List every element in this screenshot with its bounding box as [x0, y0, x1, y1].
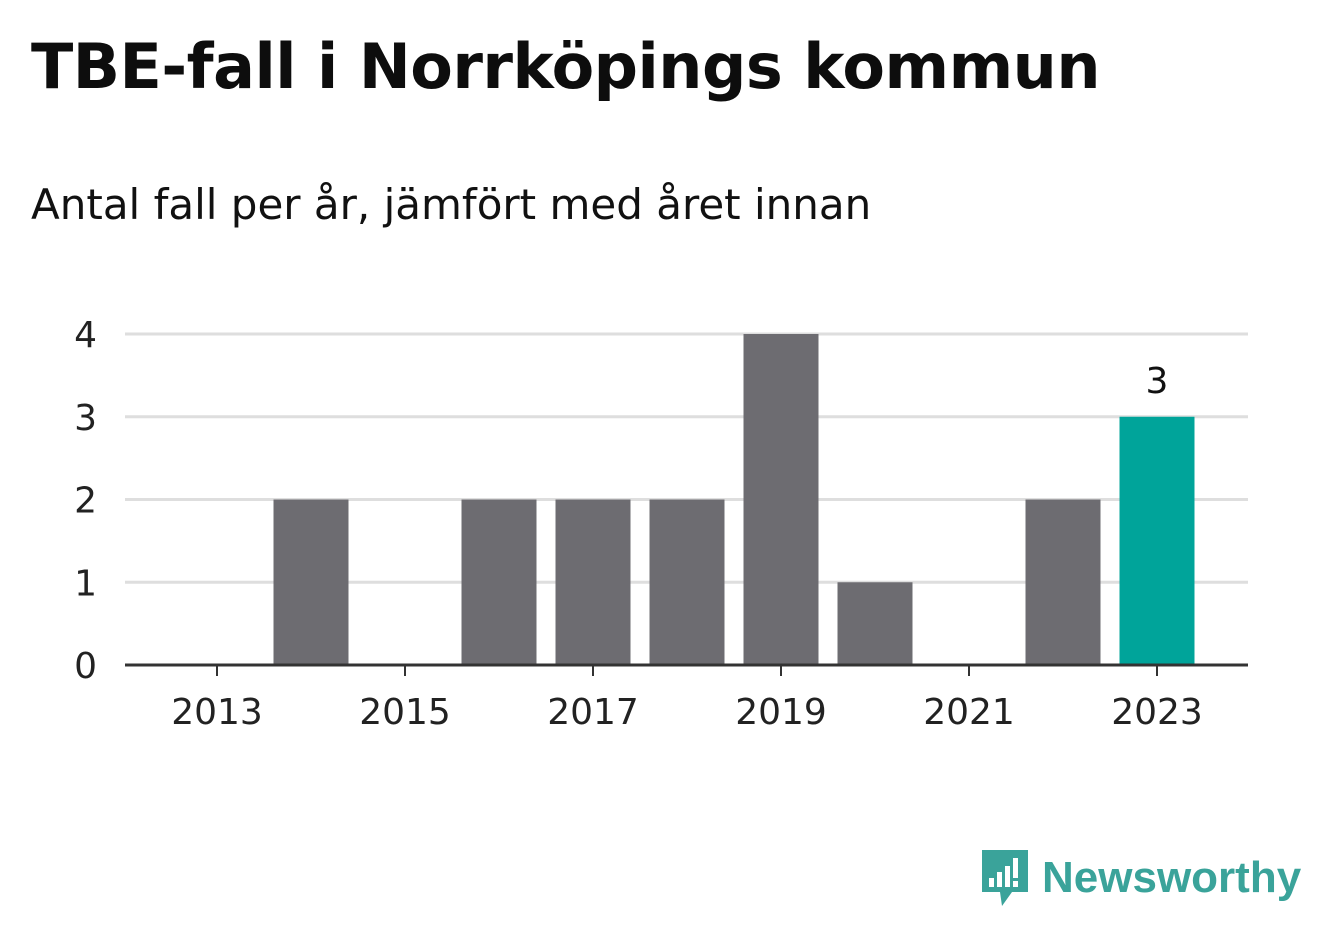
bar-2022 [1025, 499, 1101, 665]
brand-name: Newsworthy [1042, 853, 1302, 902]
axis-labels: 0 1 2 3 4 2013 2015 2017 2019 2021 2023 3 [74, 315, 1203, 733]
y-tick-label: 2 [74, 481, 97, 522]
x-tick-label: 2021 [923, 692, 1015, 733]
newsworthy-brand: Newsworthy [980, 848, 1301, 908]
bar-2020 [837, 582, 913, 665]
y-tick-label: 3 [74, 398, 97, 439]
x-tick-label: 2017 [547, 692, 639, 733]
x-axis [125, 663, 1248, 676]
bar-2019 [743, 334, 819, 665]
chart-title: TBE-fall i Norrköpings kommun [31, 30, 1100, 103]
y-tick-label: 1 [74, 563, 97, 604]
x-tick-label: 2019 [735, 692, 827, 733]
bar-2014 [273, 499, 349, 665]
x-tick-label: 2013 [171, 692, 263, 733]
y-tick-label: 0 [74, 646, 97, 687]
bar-2018 [649, 499, 725, 665]
bar-2016 [461, 499, 537, 665]
data-label: 3 [1146, 361, 1169, 402]
bars [273, 334, 1195, 665]
bar-2023 [1119, 416, 1195, 665]
x-tick-label: 2015 [359, 692, 451, 733]
chart-subtitle: Antal fall per år, jämfört med året inna… [31, 180, 872, 229]
newsworthy-logo-icon [982, 850, 1028, 906]
x-tick-label: 2023 [1111, 692, 1203, 733]
bar-2017 [555, 499, 631, 665]
y-tick-label: 4 [74, 315, 97, 356]
